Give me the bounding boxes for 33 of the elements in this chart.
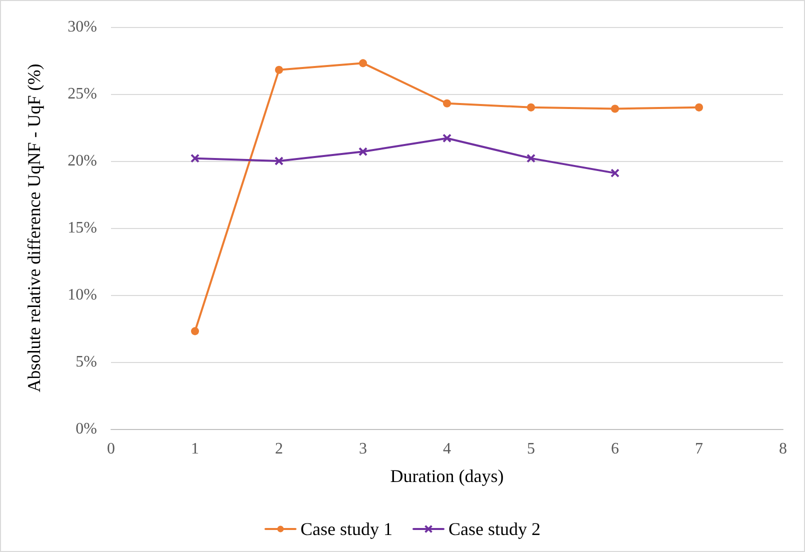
x-tick-label: 7 — [695, 440, 703, 458]
point — [611, 104, 619, 113]
x-tick-label: 3 — [359, 440, 367, 458]
x-tick-label: 8 — [779, 440, 787, 458]
y-tick-label: 0% — [76, 420, 97, 438]
point — [527, 103, 535, 112]
y-axis-title: Absolute relative difference UqNF - UqF (%) — [24, 64, 44, 392]
y-tick-label: 20% — [68, 152, 97, 170]
point — [610, 168, 620, 178]
legend-label: Case study 1 — [300, 519, 393, 539]
point — [358, 147, 368, 156]
legend-label: Case study 2 — [448, 519, 540, 539]
y-tick-label: 15% — [68, 220, 97, 236]
x-axis-title: Duration (days) — [390, 466, 504, 486]
point — [695, 103, 703, 112]
y-tick-label: 10% — [68, 286, 97, 304]
y-tick-label: 25% — [68, 86, 97, 102]
point — [526, 154, 536, 163]
point — [274, 156, 284, 166]
point — [442, 134, 452, 143]
x-tick-label: 6 — [611, 440, 619, 458]
point — [359, 59, 367, 68]
x-tick-label: 0 — [107, 440, 115, 458]
x-tick-label: 2 — [275, 440, 283, 458]
point — [443, 99, 451, 108]
y-tick-label: 30% — [68, 18, 97, 36]
point — [190, 154, 200, 163]
y-tick-label: 5% — [76, 354, 97, 370]
point — [275, 66, 283, 74]
point — [191, 327, 199, 336]
x-tick-label: 1 — [191, 440, 199, 458]
x-tick-label: 4 — [443, 440, 451, 458]
x-tick-label: 5 — [527, 440, 535, 458]
